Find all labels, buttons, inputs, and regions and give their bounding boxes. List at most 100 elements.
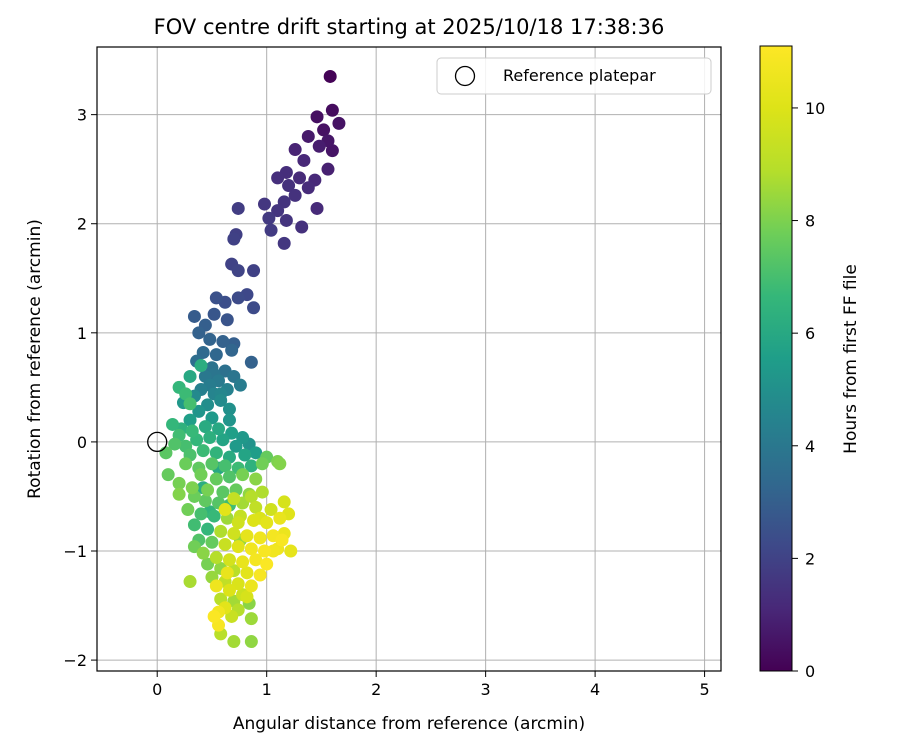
data-point [236,468,250,482]
data-point [225,343,239,357]
legend: Reference platepar [436,57,712,95]
data-point [332,116,346,130]
data-point [203,332,217,346]
data-point [207,509,221,523]
data-point [247,301,261,315]
data-point [253,531,267,545]
data-point [247,513,261,527]
data-points [159,69,346,649]
data-point [275,533,289,547]
data-point [185,424,199,438]
data-point [216,485,230,499]
legend-entry-reference: Reference platepar [503,66,656,85]
reference-marker [147,431,168,453]
data-point [277,495,291,509]
data-point [181,503,195,517]
data-point [209,291,223,305]
data-point [222,470,236,484]
data-point [271,204,285,218]
data-point [310,110,324,124]
data-point [194,468,208,482]
data-point [257,544,271,558]
data-point [227,635,241,649]
data-point [231,516,245,530]
y-tick-label: 1 [77,324,87,343]
data-point [282,179,296,193]
data-point [172,487,186,501]
data-point [183,413,197,427]
data-point [271,171,285,185]
y-axis-label: Rotation from reference (arcmin) [25,219,45,499]
data-point [222,413,236,427]
data-point [192,404,206,418]
x-tick-label: 1 [262,680,272,699]
data-point [273,511,287,525]
data-point [240,590,254,604]
data-point [279,213,293,227]
data-point [288,143,302,157]
y-tick-label: −1 [63,542,87,561]
data-point [317,123,331,137]
data-point [207,609,221,623]
data-point [264,223,278,237]
data-point [209,579,223,593]
colorbar-label: Hours from first FF file [841,264,861,454]
data-point [196,444,210,458]
x-tick-label: 0 [152,680,162,699]
data-point [220,566,234,580]
data-point [288,188,302,202]
data-point [222,553,236,567]
data-point [310,201,324,215]
data-point [198,494,212,508]
data-point [249,472,263,486]
data-point [179,457,193,471]
data-point [244,612,258,626]
data-point [229,439,243,453]
data-point [222,402,236,416]
data-point [207,307,221,321]
y-tick-label: 2 [77,215,87,234]
data-point [183,575,197,589]
data-point [325,103,339,117]
data-point [196,546,210,560]
x-axis-ticks: 0 1 2 3 4 5 [152,671,710,699]
data-point [244,542,258,556]
data-point [209,348,223,362]
data-point [244,459,258,473]
data-point [231,201,245,215]
colorbar-tick-label: 10 [805,99,825,118]
data-point [214,524,228,538]
data-point [172,476,186,490]
data-point [231,264,245,278]
data-point [301,129,315,143]
data-point [277,236,291,250]
x-tick-label: 5 [699,680,709,699]
data-point [233,378,247,392]
x-tick-label: 3 [481,680,491,699]
y-tick-label: 3 [77,106,87,125]
data-point [321,162,335,176]
data-point [209,446,223,460]
data-point [218,459,232,473]
data-point [194,507,208,521]
data-point [297,153,311,167]
data-point [203,431,217,445]
data-point [253,568,267,582]
colorbar-tick-label: 8 [805,212,815,231]
data-point [312,139,326,153]
x-axis-label: Angular distance from reference (arcmin) [233,714,585,734]
data-point [187,309,201,323]
data-point [218,537,232,551]
data-point [244,635,258,649]
colorbar-tick-label: 0 [805,662,815,681]
data-point [201,522,215,536]
data-point [284,544,298,558]
y-tick-label: −2 [63,651,87,670]
legend-marker-icon [454,65,476,87]
data-point [222,583,236,597]
data-point [249,500,263,514]
data-point [209,472,223,486]
plot-frame [96,46,722,672]
data-point [301,181,315,195]
colorbar-tick-label: 6 [805,324,815,343]
